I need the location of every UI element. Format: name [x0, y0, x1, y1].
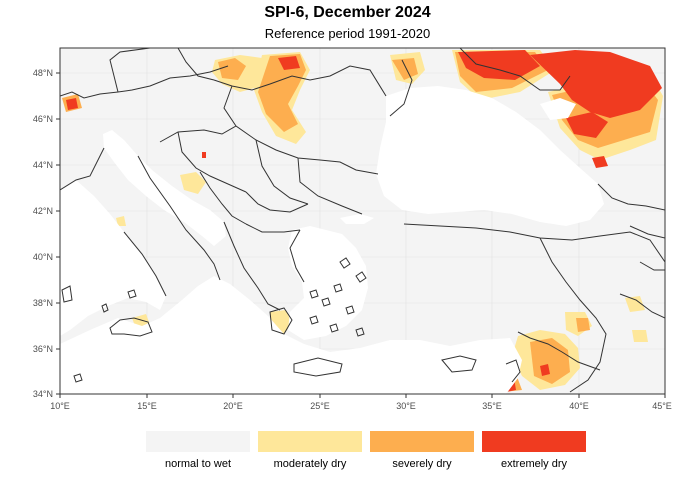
lat-tick-label: 44°N — [33, 160, 53, 170]
lat-tick-label: 34°N — [33, 389, 53, 399]
lon-tick-label: 10°E — [50, 401, 70, 411]
legend-swatch — [146, 431, 250, 452]
borders — [60, 48, 665, 393]
lat-tick-marks — [56, 72, 60, 395]
legend-item-severely-dry: severely dry — [370, 431, 474, 470]
plot-frame — [59, 47, 666, 395]
legend-swatch — [370, 431, 474, 452]
lon-tick-label: 15°E — [137, 401, 157, 411]
seas — [60, 86, 604, 394]
lat-tick-label: 48°N — [33, 68, 53, 78]
legend-item-extremely-dry: extremely dry — [482, 431, 586, 470]
lon-tick-label: 35°E — [482, 401, 502, 411]
lon-tick-label: 30°E — [396, 401, 416, 411]
legend-swatch — [482, 431, 586, 452]
lat-tick-label: 40°N — [33, 252, 53, 262]
islands — [61, 257, 477, 383]
map-title: SPI-6, December 2024 — [264, 4, 431, 21]
map-subtitle: Reference period 1991-2020 — [264, 26, 431, 41]
lat-tick-label: 42°N — [33, 206, 53, 216]
lon-tick-marks — [59, 394, 666, 398]
lat-tick-label: 38°N — [33, 298, 53, 308]
legend: normal to wet moderately dry severely dr… — [146, 431, 586, 471]
lon-tick-label: 25°E — [310, 401, 330, 411]
legend-label: normal to wet — [164, 458, 232, 470]
lat-tick-label: 46°N — [33, 114, 53, 124]
legend-label: severely dry — [392, 458, 452, 470]
legend-label: extremely dry — [500, 458, 568, 470]
lon-tick-label: 45°E — [652, 401, 672, 411]
legend-item-moderately-dry: moderately dry — [258, 431, 362, 470]
lon-tick-label: 20°E — [223, 401, 243, 411]
legend-item-normal-to-wet: normal to wet — [146, 431, 250, 470]
legend-label: moderately dry — [273, 458, 347, 470]
lon-tick-label: 40°E — [569, 401, 589, 411]
legend-swatch — [258, 431, 362, 452]
lat-tick-label: 36°N — [33, 344, 53, 354]
